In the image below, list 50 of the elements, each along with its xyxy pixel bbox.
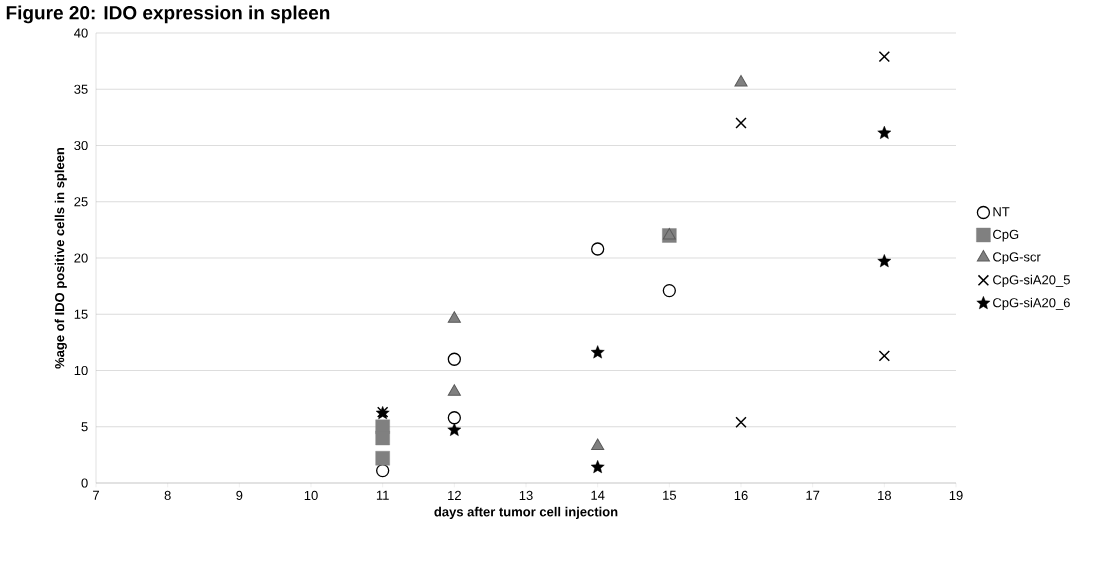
x-tick-label: 17 [806, 490, 820, 500]
x-tick-label: 11 [376, 490, 389, 500]
legend-label: CpG [993, 229, 1019, 242]
point [590, 460, 605, 474]
chart-title: Figure 20: IDO expression in spleen [6, 5, 330, 24]
x-tick-label: 19 [949, 490, 963, 500]
y-tick-label: 35 [74, 84, 88, 94]
x-tick-label: 18 [878, 490, 891, 500]
point [447, 311, 461, 323]
y-tick-label: 40 [74, 28, 88, 38]
point [590, 345, 605, 359]
point [735, 117, 747, 129]
x-tick-label: 12 [448, 490, 461, 500]
point [447, 352, 461, 366]
point [877, 254, 892, 268]
x-tick-label: 15 [663, 490, 677, 500]
point [375, 451, 390, 466]
point [878, 350, 891, 362]
point [735, 416, 747, 428]
legend-label: CpG-siA20_5 [993, 274, 1070, 287]
y-tick-label: 30 [74, 140, 88, 151]
x-tick-label: 7 [93, 490, 99, 500]
point [447, 422, 462, 436]
legend-label: CpG-scr [993, 252, 1041, 265]
point [375, 430, 390, 446]
x-tick-label: 13 [519, 490, 533, 500]
y-tick-label: 10 [74, 365, 88, 376]
x-axis-title: days after tumor cell injection [434, 506, 618, 519]
point [878, 50, 891, 63]
point [447, 411, 461, 425]
point [376, 463, 390, 478]
legend-label: NT [993, 207, 1010, 217]
x-tick-label: 10 [304, 490, 318, 500]
point [734, 75, 748, 87]
y-tick-label: 5 [81, 422, 88, 432]
point [662, 283, 676, 298]
y-tick-label: 20 [74, 253, 88, 263]
y-tick-label: 0 [81, 478, 88, 488]
point [877, 125, 892, 139]
y-axis-title: %age of IDO positive cells in spleen [54, 147, 67, 369]
x-tick-label: 14 [591, 490, 605, 500]
y-tick-label: 25 [74, 197, 88, 207]
legend-label: CpG-siA20_6 [993, 297, 1070, 310]
point [447, 384, 461, 396]
y-tick-label: 15 [74, 309, 88, 319]
x-tick-label: 16 [734, 490, 748, 500]
x-tick-label: 9 [236, 490, 243, 500]
x-tick-label: 8 [164, 490, 171, 500]
point [591, 438, 605, 450]
point [591, 242, 605, 256]
